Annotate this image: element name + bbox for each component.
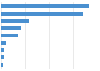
Bar: [1, 12, 83, 16]
Bar: [1, 26, 21, 30]
Bar: [1, 41, 6, 45]
Bar: [1, 48, 4, 52]
Bar: [1, 55, 4, 59]
Bar: [1, 19, 29, 23]
Bar: [1, 4, 88, 8]
Bar: [1, 34, 18, 37]
Bar: [1, 63, 3, 67]
